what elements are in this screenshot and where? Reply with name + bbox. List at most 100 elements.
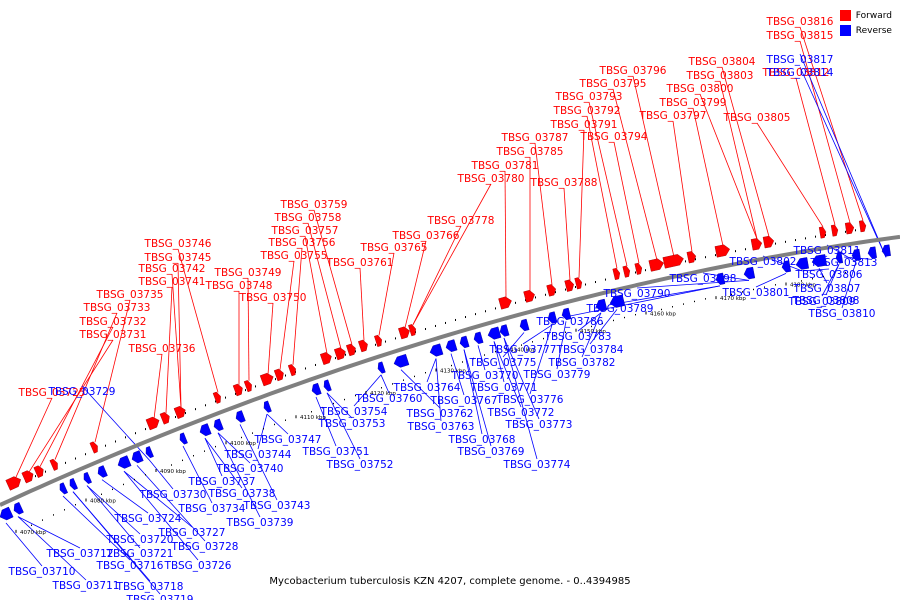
axis-minor-tick (252, 432, 253, 434)
leader-line (101, 479, 149, 514)
axis-minor-tick (521, 344, 522, 346)
leader-line (5, 522, 43, 567)
axis-minor-tick (193, 455, 194, 457)
axis-minor-tick (101, 493, 102, 495)
leader-line (153, 353, 163, 419)
forward-gene-arrow (212, 391, 221, 404)
leader-line (702, 272, 750, 281)
track-dot (305, 367, 306, 370)
leader-line (267, 302, 274, 375)
backbone-line (0, 234, 900, 507)
reverse-gene-arrow (235, 410, 246, 423)
axis-minor-tick (263, 428, 264, 430)
forward-gene-arrow (686, 251, 697, 264)
leader-line (799, 26, 864, 221)
track-dot (805, 237, 806, 240)
reverse-gene-arrow (263, 400, 272, 413)
track-dot (795, 239, 796, 242)
gene-label: TBSG_03816 (766, 16, 834, 28)
track-dot (35, 475, 36, 478)
gene-label: TBSG_03811 (793, 245, 861, 257)
axis-minor-tick (53, 514, 54, 516)
leader-line (353, 374, 382, 407)
leader-line (17, 516, 87, 581)
axis-minor-tick (414, 375, 415, 378)
gene-label: TBSG_03802 (729, 256, 797, 268)
forward-gene-arrow (159, 412, 170, 425)
axis-minor-tick (624, 316, 625, 319)
gene-label: TBSG_03785 (496, 146, 564, 158)
track-dot (605, 278, 606, 281)
leader-line (86, 485, 141, 535)
gene-label: TBSG_03815 (766, 30, 834, 42)
leader-line (556, 321, 567, 370)
gene-label: TBSG_03748 (205, 280, 273, 292)
leader-line (692, 107, 724, 247)
reverse-gene-arrow (0, 506, 14, 521)
gene-label: TBSG_03781 (471, 160, 539, 172)
axis-minor-tick (215, 445, 216, 448)
axis-minor-tick (753, 288, 754, 291)
axis-minor-tick (554, 334, 555, 337)
forward-gene-arrow (333, 347, 346, 361)
track-dot (465, 316, 466, 319)
track-dot (185, 412, 186, 415)
track-dot (135, 432, 136, 435)
forward-gene-arrow (523, 290, 535, 303)
forward-gene-arrow (319, 352, 332, 365)
track-dot (775, 242, 776, 245)
forward-gene-arrow (858, 220, 867, 233)
track-dot (65, 461, 66, 464)
gene-label: TBSG_03746 (144, 238, 212, 250)
leader-line (435, 358, 442, 422)
leader-line (86, 485, 141, 549)
gene-label: TBSG_03767 (430, 395, 498, 407)
axis-minor-tick (801, 280, 802, 282)
axis-minor-tick (473, 357, 474, 360)
forward-gene-arrow (818, 226, 827, 239)
track-dot (485, 310, 486, 313)
forward-gene-arrow (49, 458, 58, 471)
leader-line (412, 225, 462, 325)
gene-label: TBSG_03770 (451, 370, 519, 382)
gene-label: TBSG_03750 (239, 292, 307, 304)
legend: Forward Reverse (839, 8, 892, 38)
leader-line (313, 209, 353, 345)
reverse-gene-arrow (519, 318, 530, 332)
gene-label: TBSG_03763 (407, 421, 475, 433)
gene-label: TBSG_03809 (788, 296, 856, 308)
reverse-gene-arrow (377, 361, 386, 374)
gene-label: TBSG_03783 (544, 331, 612, 343)
gene-features (0, 220, 891, 521)
axis-minor-tick (775, 284, 776, 286)
axis-tick-label: 4110 kbp (300, 415, 326, 421)
gene-label: TBSG_03774 (503, 459, 571, 471)
axis-minor-tick (381, 387, 382, 389)
reverse-gene-arrow (851, 248, 861, 261)
reverse-gene-arrow (131, 450, 144, 464)
axis-tick-label: 4150 kbp (580, 329, 606, 335)
leader-line (755, 272, 787, 288)
gene-label: TBSG_03752 (326, 459, 394, 471)
forward-gene-arrow (574, 277, 583, 290)
leader-line (62, 495, 131, 561)
gene-label: TBSG_03794 (580, 131, 648, 143)
legend-forward: Forward (839, 8, 892, 23)
leader-line (719, 80, 758, 239)
leader-line (619, 285, 721, 304)
leader-line (493, 341, 505, 383)
gene-label: TBSG_03726 (164, 560, 232, 572)
axis-minor-tick (171, 464, 172, 466)
gene-label: TBSG_03745 (144, 252, 212, 264)
leader-line (821, 264, 840, 297)
track-dot (695, 258, 696, 261)
track-dot (345, 353, 346, 356)
leader-line (493, 341, 522, 408)
leader-line (148, 459, 174, 490)
leader-line (315, 396, 337, 447)
track-dot (205, 404, 206, 407)
gene-label: TBSG_03803 (686, 70, 754, 82)
leader-line (504, 170, 507, 299)
track-dot (745, 248, 746, 251)
gene-label: TBSG_03724 (114, 513, 182, 525)
